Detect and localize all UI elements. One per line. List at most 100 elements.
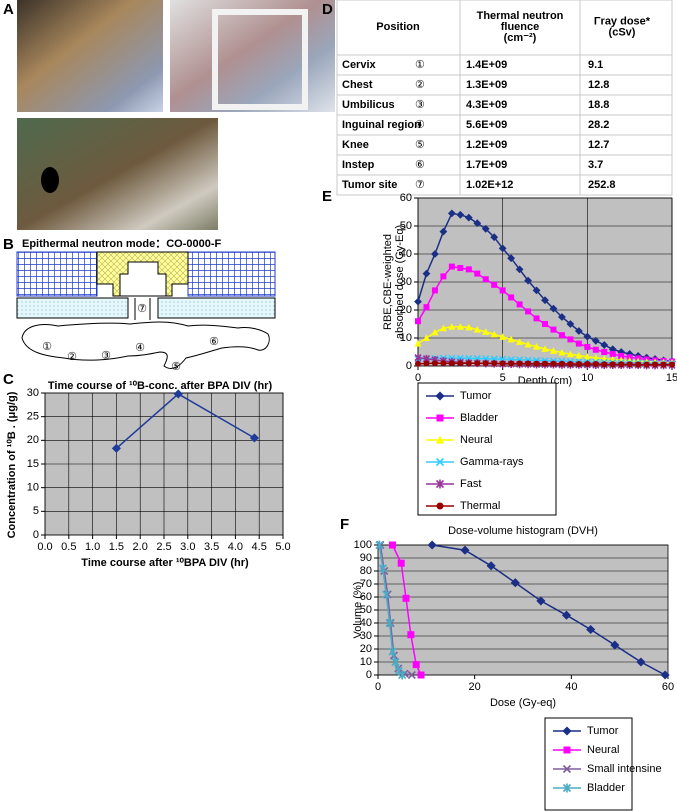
table-cell: 28.2	[588, 119, 609, 131]
marker	[482, 360, 489, 367]
y-axis-label: absorbed dose (Gy-Eq)	[394, 225, 406, 339]
diagram-marker: ④	[135, 342, 145, 354]
table-cell: 18.8	[588, 99, 609, 111]
y-tick-label: 70	[360, 578, 372, 590]
marker	[652, 361, 659, 368]
face-mask	[41, 167, 59, 193]
marker	[584, 343, 591, 350]
y-tick-label: 20	[360, 643, 372, 655]
table-cell: 12.7	[588, 139, 609, 151]
diagram-title: Epithermal neutron mode：CO-0000-F	[22, 238, 222, 250]
x-tick-label: 0.5	[61, 541, 76, 553]
y-tick-label: 30	[400, 276, 412, 288]
marker	[385, 618, 394, 628]
marker	[567, 361, 574, 368]
y-tick-label: 50	[400, 220, 412, 232]
marker	[660, 361, 667, 368]
marker	[436, 502, 444, 510]
table-cell: 252.8	[588, 179, 616, 191]
shield	[187, 251, 276, 297]
table-cell: ⑦	[415, 179, 425, 191]
marker	[592, 346, 599, 353]
marker	[249, 433, 259, 443]
x-tick-label: 20	[469, 681, 481, 693]
legend-label: Tumor	[587, 725, 619, 737]
marker	[636, 657, 646, 667]
panel-label: B	[3, 236, 14, 253]
marker	[427, 540, 437, 550]
marker	[415, 318, 421, 325]
y-tick-label: 5	[33, 505, 39, 517]
marker	[375, 540, 384, 550]
marker	[524, 276, 532, 285]
marker	[542, 360, 548, 367]
legend-label: Neural	[587, 744, 619, 756]
panel-label: A	[3, 1, 14, 18]
marker	[498, 244, 507, 253]
diagram-marker: ⑤	[171, 361, 181, 373]
x-tick-label: 4.0	[228, 541, 243, 553]
marker	[643, 361, 650, 368]
marker	[507, 335, 515, 343]
marker	[541, 296, 549, 305]
y-axis-label: Volume (%)	[352, 582, 364, 639]
marker	[660, 670, 670, 680]
marker	[542, 321, 548, 327]
marker	[435, 391, 445, 401]
marker	[448, 360, 455, 367]
diagram-marker: ⑥	[209, 336, 219, 348]
marker	[402, 594, 410, 602]
chart-title: Dose-volume histogram (DVH)	[448, 525, 598, 537]
marker	[439, 227, 448, 236]
marker	[448, 263, 455, 270]
table-cell: 12.8	[588, 79, 609, 91]
legend-label: Tumor	[460, 390, 492, 402]
marker	[592, 361, 599, 368]
panel-label: F	[340, 516, 349, 533]
marker	[482, 328, 490, 335]
marker	[532, 343, 541, 350]
x-tick-label: 3.5	[204, 541, 219, 553]
y-axis-label: RBE,CBE-weighted	[382, 234, 394, 330]
marker	[482, 276, 489, 283]
y-tick-label: 20	[400, 304, 412, 316]
marker	[566, 320, 575, 328]
legend-label: Small intensine	[587, 763, 662, 775]
marker	[499, 360, 506, 367]
marker	[562, 764, 572, 774]
marker	[575, 361, 582, 368]
marker	[422, 334, 431, 341]
marker	[460, 545, 470, 555]
table-header: Position	[376, 21, 420, 33]
marker	[524, 340, 532, 348]
marker	[499, 287, 506, 294]
table-cell: 5.6E+09	[466, 119, 507, 131]
marker	[558, 332, 565, 339]
x-tick-label: 10	[581, 372, 593, 384]
marker	[382, 589, 391, 599]
table-cell: Chest	[342, 79, 373, 91]
table-cell: ③	[415, 99, 425, 111]
table-cell: 1.2E+09	[466, 139, 507, 151]
panel-label: C	[3, 371, 14, 388]
marker	[516, 360, 523, 367]
marker	[533, 360, 540, 367]
table-cell: ①	[415, 59, 425, 71]
table-cell: 1.7E+09	[466, 159, 507, 171]
marker	[510, 578, 520, 588]
diagram-marker: ③	[101, 350, 111, 362]
marker	[558, 360, 565, 367]
plot-frame	[377, 544, 669, 676]
photo	[170, 0, 335, 112]
x-tick-label: 40	[565, 681, 577, 693]
legend-label: Gamma-rays	[460, 456, 524, 468]
table-cell: 9.1	[588, 59, 603, 71]
x-tick-label: 5.0	[275, 541, 290, 553]
x-tick-label: 1.5	[109, 541, 124, 553]
y-tick-label: 0	[33, 529, 39, 541]
marker	[388, 647, 397, 657]
table-cell: ②	[415, 79, 425, 91]
marker	[499, 333, 507, 340]
y-tick-label: 25	[27, 411, 39, 423]
